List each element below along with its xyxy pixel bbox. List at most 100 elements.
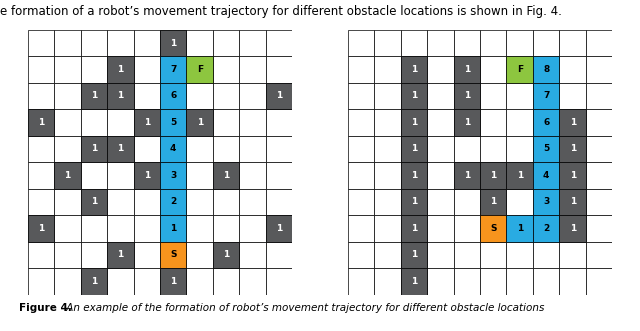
Bar <box>239 136 266 162</box>
Bar <box>134 162 160 189</box>
Bar <box>559 242 586 268</box>
Bar <box>107 242 134 268</box>
Bar <box>348 56 374 83</box>
Bar <box>586 56 612 83</box>
Text: 3: 3 <box>170 171 177 180</box>
Bar <box>266 83 292 109</box>
Bar <box>28 242 54 268</box>
Bar <box>28 109 54 136</box>
Text: 1: 1 <box>223 171 229 180</box>
Text: 8: 8 <box>543 65 549 74</box>
Bar <box>480 56 506 83</box>
Bar <box>81 136 107 162</box>
Bar <box>480 215 506 242</box>
Bar <box>160 56 186 83</box>
Bar <box>506 56 533 83</box>
Bar <box>348 162 374 189</box>
Bar <box>186 136 213 162</box>
Bar <box>401 242 427 268</box>
Bar <box>348 83 374 109</box>
Bar <box>81 189 107 215</box>
Bar <box>401 189 427 215</box>
Bar <box>427 162 454 189</box>
Bar <box>28 30 54 56</box>
Bar <box>266 215 292 242</box>
Bar <box>28 136 54 162</box>
Bar <box>81 268 107 295</box>
Bar <box>348 242 374 268</box>
Text: 1: 1 <box>516 171 523 180</box>
Bar <box>374 30 401 56</box>
Bar <box>427 30 454 56</box>
Bar <box>107 56 134 83</box>
Text: 1: 1 <box>196 118 203 127</box>
Bar <box>81 30 107 56</box>
Bar <box>586 83 612 109</box>
Bar <box>186 56 213 83</box>
Bar <box>454 109 480 136</box>
Bar <box>186 215 213 242</box>
Bar <box>586 189 612 215</box>
Bar <box>81 83 107 109</box>
Bar <box>586 162 612 189</box>
Bar <box>54 189 81 215</box>
Bar <box>28 268 54 295</box>
Bar <box>506 215 533 242</box>
Bar <box>239 109 266 136</box>
Bar <box>160 215 186 242</box>
Text: 1: 1 <box>570 144 576 154</box>
Bar <box>559 30 586 56</box>
Bar <box>81 56 107 83</box>
Text: 1: 1 <box>117 250 124 260</box>
Bar <box>81 189 107 215</box>
Bar <box>454 83 480 109</box>
Bar <box>454 215 480 242</box>
Text: S: S <box>490 224 497 233</box>
Bar <box>213 162 239 189</box>
Text: S: S <box>170 250 177 260</box>
Bar <box>480 189 506 215</box>
Bar <box>107 215 134 242</box>
Text: 1: 1 <box>411 144 417 154</box>
Bar <box>533 162 559 189</box>
Bar <box>266 136 292 162</box>
Bar <box>107 109 134 136</box>
Bar <box>374 136 401 162</box>
Bar <box>28 189 54 215</box>
Bar <box>401 56 427 83</box>
Text: 1: 1 <box>411 250 417 260</box>
Bar <box>134 215 160 242</box>
Bar <box>266 56 292 83</box>
Bar <box>559 189 586 215</box>
Bar <box>374 268 401 295</box>
Bar <box>54 30 81 56</box>
Bar <box>213 215 239 242</box>
Bar <box>586 268 612 295</box>
Bar <box>480 242 506 268</box>
Bar <box>401 215 427 242</box>
Text: 6: 6 <box>543 118 549 127</box>
Bar <box>28 215 54 242</box>
Text: 1: 1 <box>411 65 417 74</box>
Bar <box>533 56 559 83</box>
Bar <box>480 109 506 136</box>
Bar <box>586 136 612 162</box>
Text: 1: 1 <box>91 197 97 207</box>
Bar <box>533 162 559 189</box>
Text: 3: 3 <box>543 197 549 207</box>
Bar <box>54 56 81 83</box>
Bar <box>427 189 454 215</box>
Bar <box>186 83 213 109</box>
Bar <box>480 215 506 242</box>
Text: 1: 1 <box>143 171 150 180</box>
Bar <box>107 83 134 109</box>
Bar <box>134 189 160 215</box>
Bar <box>160 268 186 295</box>
Bar <box>506 83 533 109</box>
Bar <box>160 215 186 242</box>
Bar <box>427 56 454 83</box>
Bar <box>213 189 239 215</box>
Text: 1: 1 <box>411 224 417 233</box>
Bar <box>213 83 239 109</box>
Text: 1: 1 <box>91 91 97 101</box>
